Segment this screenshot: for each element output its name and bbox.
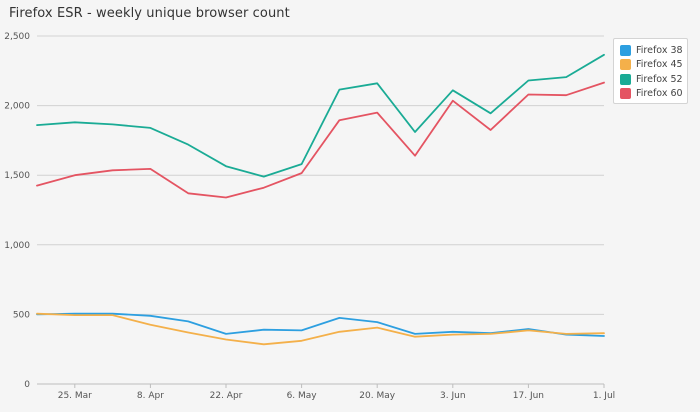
legend-label: Firefox 60 [636, 88, 683, 100]
x-tick-label: 22. Apr [210, 391, 243, 401]
legend-swatch-firefox-52 [620, 73, 631, 85]
series-line-firefox-52[interactable] [36, 53, 605, 178]
legend-swatch-firefox-38 [620, 44, 631, 56]
x-tick-label: 3. Jun [440, 391, 466, 401]
y-tick-label: 1,500 [4, 171, 30, 181]
x-tick-label: 20. May [359, 391, 395, 401]
legend-label: Firefox 52 [636, 73, 683, 85]
legend-item-firefox-52[interactable]: Firefox 52 [620, 72, 687, 87]
axes: 0 500 1,000 1,500 2,000 2,500 25. Mar 8. Apr 22.… [4, 32, 615, 401]
legend-item-firefox-38[interactable]: Firefox 38 [620, 43, 687, 58]
x-tick-label: 1. Jul [593, 391, 615, 401]
x-tick-label: 6. May [287, 391, 318, 401]
y-tick-label: 2,500 [4, 32, 30, 42]
legend: Firefox 38 Firefox 45 Firefox 52 Firefox… [613, 38, 688, 104]
series-line-firefox-38[interactable] [36, 312, 605, 337]
series-line-firefox-45[interactable] [36, 312, 605, 346]
series-lines [36, 53, 605, 346]
grid-lines [37, 35, 604, 315]
x-tick-label: 17. Jun [513, 391, 544, 401]
y-tick-label: 1,000 [4, 241, 30, 251]
legend-item-firefox-45[interactable]: Firefox 45 [620, 58, 687, 73]
chart-title: Firefox ESR - weekly unique browser coun… [9, 6, 290, 21]
series-line-firefox-60[interactable] [36, 81, 605, 199]
legend-swatch-firefox-60 [620, 88, 631, 100]
y-tick-label: 500 [13, 310, 30, 320]
legend-label: Firefox 38 [636, 44, 683, 56]
legend-label: Firefox 45 [636, 59, 683, 71]
y-tick-label: 2,000 [4, 102, 30, 112]
legend-item-firefox-60[interactable]: Firefox 60 [620, 87, 687, 102]
x-tick-label: 25. Mar [58, 391, 92, 401]
legend-swatch-firefox-45 [620, 59, 631, 71]
y-tick-label: 0 [24, 380, 30, 390]
x-tick-label: 8. Apr [137, 391, 164, 401]
